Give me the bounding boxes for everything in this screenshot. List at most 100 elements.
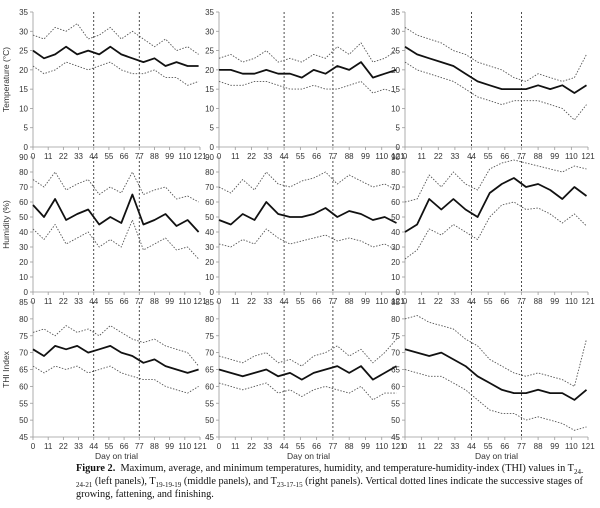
series-line-average — [219, 61, 397, 79]
caption-text-1: Maximum, average, and minimum temperatur… — [120, 463, 574, 474]
x-tick-label: 121 — [391, 442, 405, 451]
y-tick-label: 25 — [391, 47, 400, 56]
x-tick-label: 33 — [74, 297, 83, 306]
y-tick-label: 45 — [391, 433, 400, 442]
y-tick-label: 35 — [19, 8, 28, 17]
x-tick-label: 11 — [417, 152, 426, 161]
series-line-minimum — [32, 365, 199, 394]
y-tick-label: 80 — [205, 315, 214, 324]
x-tick-label: 110 — [565, 152, 578, 161]
x-tick-label: 0 — [403, 297, 408, 306]
x-tick-label: 55 — [484, 297, 493, 306]
x-tick-label: 11 — [417, 442, 426, 451]
x-tick-label: 33 — [450, 442, 459, 451]
x-tick-label: 77 — [517, 297, 526, 306]
y-tick-label: 60 — [19, 382, 28, 391]
x-tick-label: 99 — [361, 297, 370, 306]
x-tick-label: 33 — [74, 442, 83, 451]
y-tick-label: 10 — [205, 104, 214, 113]
series-line-minimum — [404, 201, 587, 260]
x-tick-label: 77 — [135, 297, 144, 306]
y-tick-label: 0 — [396, 288, 401, 297]
x-tick-label: 22 — [434, 152, 443, 161]
y-tick-label: 65 — [391, 366, 400, 375]
x-tick-label: 110 — [375, 442, 388, 451]
x-tick-label: 66 — [120, 297, 129, 306]
y-tick-label: 80 — [391, 315, 400, 324]
y-tick-label: 75 — [391, 332, 400, 341]
series-line-maximum — [218, 171, 397, 194]
x-tick-label: 22 — [434, 297, 443, 306]
panel-temperature-left: 0 5 10 15 20 25 30 35 0 11 22 33 44 55 66 77 88 99 110 121 T… — [1, 8, 207, 161]
x-tick-label: 44 — [280, 152, 289, 161]
x-tick-label: 22 — [434, 442, 443, 451]
series-line-maximum — [404, 27, 587, 82]
series-line-average — [218, 365, 397, 381]
x-tick-label: 77 — [135, 152, 144, 161]
x-axis-label: Day on trial — [287, 451, 330, 460]
x-tick-label: 88 — [534, 297, 543, 306]
x-tick-label: 44 — [280, 297, 289, 306]
x-tick-label: 33 — [263, 152, 272, 161]
y-tick-label: 50 — [391, 416, 400, 425]
y-tick-label: 30 — [19, 243, 28, 252]
y-tick-label: 0 — [396, 143, 401, 152]
series-line-maximum — [218, 338, 397, 367]
x-tick-label: 66 — [312, 442, 321, 451]
series-line-average — [404, 177, 588, 233]
x-tick-label: 55 — [104, 297, 113, 306]
x-tick-label: 55 — [296, 442, 305, 451]
x-tick-label: 11 — [231, 152, 240, 161]
y-tick-label: 30 — [205, 243, 214, 252]
x-tick-label: 11 — [44, 152, 53, 161]
x-tick-label: 66 — [312, 152, 321, 161]
x-tick-label: 0 — [217, 442, 222, 451]
panel-temperature-middle: 0 5 10 15 20 25 30 35 0 11 22 33 44 55 66 77 88 99 110 121 — [205, 8, 405, 161]
y-tick-label: 75 — [19, 332, 28, 341]
x-tick-label: 66 — [120, 152, 129, 161]
x-tick-label: 99 — [361, 442, 370, 451]
x-tick-label: 99 — [550, 297, 559, 306]
caption-text-3: (middle panels), and T — [181, 476, 277, 487]
y-tick-label: 55 — [391, 399, 400, 408]
x-tick-label: 55 — [296, 297, 305, 306]
y-tick-label: 50 — [205, 213, 214, 222]
x-tick-label: 55 — [104, 442, 113, 451]
y-tick-label: 20 — [205, 66, 214, 75]
y-tick-label: 10 — [19, 104, 28, 113]
y-tick-label: 0 — [210, 288, 215, 297]
y-tick-label: 5 — [210, 124, 215, 133]
y-tick-label: 0 — [24, 143, 29, 152]
series-line-average — [32, 344, 199, 374]
y-tick-label: 80 — [205, 168, 214, 177]
y-axis-label: Humidity (%) — [1, 200, 11, 249]
series-line-minimum — [32, 219, 199, 260]
figure-caption: Figure 2. Maximum, average, and minimum … — [76, 462, 592, 501]
x-tick-label: 22 — [247, 297, 256, 306]
y-tick-label: 35 — [391, 8, 400, 17]
series-line-average — [32, 193, 200, 233]
y-tick-label: 40 — [205, 228, 214, 237]
y-tick-label: 65 — [19, 366, 28, 375]
x-tick-label: 44 — [280, 442, 289, 451]
series-line-maximum — [32, 171, 199, 203]
x-tick-label: 33 — [263, 297, 272, 306]
x-tick-label: 110 — [565, 297, 578, 306]
x-tick-label: 0 — [217, 297, 222, 306]
series-line-average — [218, 201, 397, 226]
x-tick-label: 33 — [450, 297, 459, 306]
series-line-average — [404, 348, 588, 401]
y-axis-label: Temperature (°C) — [1, 47, 11, 112]
x-tick-label: 88 — [345, 152, 354, 161]
series-line-minimum — [32, 61, 199, 86]
y-tick-label: 55 — [205, 399, 214, 408]
x-tick-label: 55 — [484, 152, 493, 161]
x-tick-label: 22 — [59, 442, 68, 451]
y-tick-label: 10 — [391, 104, 400, 113]
y-tick-label: 60 — [205, 382, 214, 391]
x-tick-label: 121 — [581, 297, 595, 306]
x-tick-label: 0 — [31, 442, 36, 451]
